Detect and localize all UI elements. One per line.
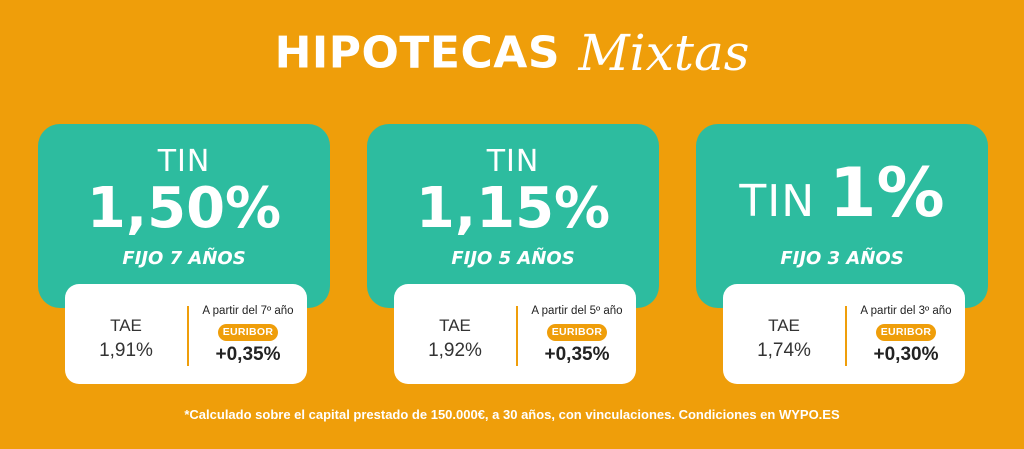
tae-label: TAE bbox=[110, 316, 142, 335]
tin-inline: TIN 1% bbox=[696, 154, 988, 233]
tae-column: TAE 1,92% bbox=[394, 284, 516, 384]
footnote: *Calculado sobre el capital prestado de … bbox=[184, 407, 840, 422]
tae-value: 1,91% bbox=[99, 340, 153, 361]
rate-card-header: TIN 1,15% FIJO 5 AÑOS bbox=[367, 124, 659, 308]
tin-label: TIN bbox=[739, 176, 816, 227]
divider bbox=[187, 306, 189, 366]
tae-value: 1,74% bbox=[757, 340, 811, 361]
euribor-badge: EURIBOR bbox=[876, 324, 936, 341]
page-title: HIPOTECAS Mixtas bbox=[0, 24, 1024, 82]
spread-value: +0,35% bbox=[215, 344, 281, 365]
fixed-period: FIJO 3 AÑOS bbox=[780, 248, 904, 269]
from-year-label: A partir del 3º año bbox=[860, 305, 952, 317]
rate-card-details: TAE 1,91% A partir del 7º año EURIBOR +0… bbox=[65, 284, 307, 384]
tin-label: TIN bbox=[157, 144, 211, 179]
euribor-column: A partir del 5º año EURIBOR +0,35% bbox=[518, 284, 636, 384]
rate-card-7-years: TIN 1,50% FIJO 7 AÑOS TAE 1,91% A partir… bbox=[38, 124, 330, 386]
tae-label: TAE bbox=[768, 316, 800, 335]
euribor-column: A partir del 7º año EURIBOR +0,35% bbox=[189, 284, 307, 384]
divider bbox=[516, 306, 518, 366]
tin-label: TIN bbox=[486, 144, 540, 179]
euribor-badge: EURIBOR bbox=[218, 324, 278, 341]
tae-column: TAE 1,74% bbox=[723, 284, 845, 384]
fixed-period: FIJO 5 AÑOS bbox=[451, 248, 575, 269]
rate-card-details: TAE 1,74% A partir del 3º año EURIBOR +0… bbox=[723, 284, 965, 384]
euribor-badge: EURIBOR bbox=[547, 324, 607, 341]
rate-card-5-years: TIN 1,15% FIJO 5 AÑOS TAE 1,92% A partir… bbox=[367, 124, 659, 386]
fixed-period: FIJO 7 AÑOS bbox=[122, 248, 246, 269]
from-year-label: A partir del 5º año bbox=[531, 305, 623, 317]
title-main: HIPOTECAS bbox=[274, 27, 561, 79]
title-script: Mixtas bbox=[578, 24, 750, 82]
rate-card-details: TAE 1,92% A partir del 5º año EURIBOR +0… bbox=[394, 284, 636, 384]
euribor-column: A partir del 3º año EURIBOR +0,30% bbox=[847, 284, 965, 384]
rate-card-3-years: TIN 1% FIJO 3 AÑOS TAE 1,74% A partir del… bbox=[696, 124, 988, 386]
divider bbox=[845, 306, 847, 366]
tae-value: 1,92% bbox=[428, 340, 482, 361]
rate-card-header: TIN 1,50% FIJO 7 AÑOS bbox=[38, 124, 330, 308]
tae-label: TAE bbox=[439, 316, 471, 335]
rate-card-header: TIN 1% FIJO 3 AÑOS bbox=[696, 124, 988, 308]
spread-value: +0,35% bbox=[544, 344, 610, 365]
spread-value: +0,30% bbox=[873, 344, 939, 365]
tin-rate: 1,50% bbox=[86, 176, 282, 241]
tae-column: TAE 1,91% bbox=[65, 284, 187, 384]
tin-rate: 1% bbox=[829, 154, 945, 233]
tin-rate: 1,15% bbox=[415, 176, 611, 241]
from-year-label: A partir del 7º año bbox=[202, 305, 294, 317]
